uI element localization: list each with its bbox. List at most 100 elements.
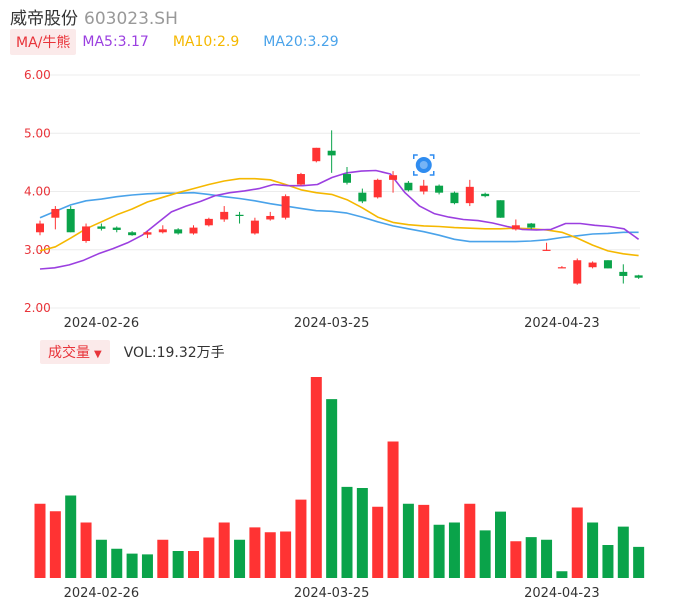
volume-bar: [234, 539, 246, 578]
candle-body: [97, 226, 106, 229]
y-tick-label: 4.00: [24, 185, 51, 199]
volume-bar: [525, 537, 537, 578]
candle-body: [588, 262, 597, 268]
volume-bar: [295, 499, 307, 578]
x-tick-label: 2024-04-23: [524, 586, 600, 601]
candle-body: [419, 185, 428, 192]
volume-bar: [310, 377, 322, 578]
candle-body: [358, 192, 367, 202]
y-tick-label: 6.00: [24, 68, 51, 82]
candle-body: [634, 275, 643, 278]
volume-bar: [157, 539, 169, 578]
candle-body: [112, 227, 121, 230]
volume-bar: [387, 441, 399, 578]
x-tick-label: 2024-03-25: [294, 316, 370, 331]
candle-body: [296, 174, 305, 185]
candle-body: [527, 223, 536, 228]
volume-bar: [49, 511, 61, 578]
candle-body: [235, 214, 244, 216]
ma-legend: MA/牛熊 MA5:3.17 MA10:2.9 MA20:3.29: [10, 29, 363, 55]
x-tick-label: 2024-02-26: [64, 586, 140, 601]
ma20-line: [39, 191, 639, 243]
volume-bar: [188, 551, 199, 578]
candlestick-series: [36, 130, 643, 285]
candle-body: [158, 229, 167, 233]
volume-value: VOL:19.32万手: [123, 345, 225, 361]
candle-body: [450, 192, 459, 204]
stock-title: 威帝股份 603023.SH: [10, 4, 178, 29]
candle-body: [481, 193, 490, 197]
volume-bar: [34, 503, 46, 578]
volume-bar: [326, 399, 338, 578]
stock-code: 603023.SH: [84, 9, 178, 29]
volume-bar: [617, 526, 629, 578]
volume-header: 成交量 ▼ VOL:19.32万手: [40, 340, 225, 364]
volume-x-axis: 2024-02-26 2024-03-25 2024-04-23: [64, 586, 600, 601]
bull-bear-signal-icon[interactable]: [413, 154, 435, 176]
candle-body: [603, 260, 612, 269]
volume-bar: [556, 571, 568, 578]
price-grid: [34, 74, 640, 309]
ma10-legend: MA10:2.9: [172, 34, 240, 50]
volume-bar: [433, 524, 445, 578]
candle-body: [281, 196, 290, 218]
stock-name: 威帝股份: [10, 9, 78, 29]
volume-indicator-label: 成交量: [48, 345, 90, 361]
x-tick-label: 2024-03-25: [294, 586, 370, 601]
volume-bar: [264, 532, 276, 578]
candle-body: [619, 271, 628, 276]
signal-marker: [413, 154, 435, 176]
candle-body: [511, 225, 520, 230]
candle-body: [542, 249, 551, 251]
price-y-axis: 6.00 5.00 4.00 3.00 2.00: [24, 68, 51, 315]
candle-body: [66, 208, 75, 233]
candle-body: [389, 175, 398, 180]
volume-bar: [95, 539, 107, 578]
candle-body: [373, 179, 382, 198]
candle-body: [143, 232, 152, 235]
candle-body: [404, 182, 413, 191]
volume-bar: [218, 522, 230, 578]
candle-body: [465, 186, 474, 204]
volume-bar: [65, 495, 77, 578]
ma5-legend: MA5:3.17: [82, 34, 149, 50]
ma10-line: [39, 177, 639, 257]
volume-bar: [172, 551, 184, 578]
volume-bar: [633, 546, 645, 578]
volume-bar: [249, 527, 261, 578]
candle-body: [128, 232, 137, 236]
ma5-line: [39, 169, 640, 270]
y-tick-label: 2.00: [24, 301, 51, 315]
ma20-legend: MA20:3.29: [263, 34, 339, 50]
volume-bar: [341, 486, 353, 578]
candle-body: [496, 200, 505, 218]
caret-down-icon: ▼: [94, 349, 102, 360]
candle-body: [36, 223, 44, 233]
candle-body: [557, 267, 566, 269]
volume-bars: [34, 377, 645, 578]
y-tick-label: 5.00: [24, 126, 51, 140]
candle-body: [343, 174, 351, 183]
volume-bar: [372, 506, 384, 578]
volume-bar: [571, 507, 583, 578]
candle-body: [189, 227, 198, 234]
candle-body: [220, 211, 229, 220]
candle-body: [204, 218, 213, 226]
candle-body: [435, 185, 444, 193]
volume-bar: [356, 488, 368, 578]
candle-body: [82, 226, 91, 242]
volume-bar: [280, 531, 292, 578]
volume-bar: [464, 503, 476, 578]
candle-body: [266, 215, 275, 220]
volume-bar: [448, 522, 460, 578]
candle-body: [51, 208, 60, 218]
volume-bar: [111, 548, 123, 578]
y-tick-label: 3.00: [24, 243, 51, 257]
x-tick-label: 2024-04-23: [524, 316, 600, 331]
ma-mode-button[interactable]: MA/牛熊: [10, 29, 77, 55]
volume-bar: [587, 522, 599, 578]
x-tick-label: 2024-02-26: [64, 316, 140, 331]
moving-average-lines: [39, 169, 640, 270]
volume-indicator-dropdown[interactable]: 成交量 ▼: [40, 340, 110, 364]
